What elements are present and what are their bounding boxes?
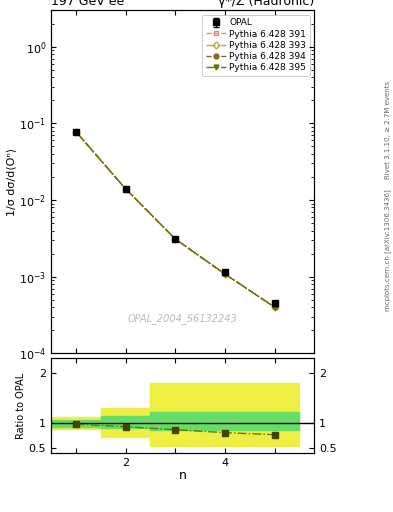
- Text: OPAL_2004_S6132243: OPAL_2004_S6132243: [128, 313, 238, 325]
- Pythia 6.428 391: [222, 271, 227, 277]
- Pythia 6.428 393: [123, 186, 128, 192]
- Text: 197 GeV ee: 197 GeV ee: [51, 0, 124, 8]
- Pythia 6.428 393: [272, 304, 277, 310]
- Pythia 6.428 395: [222, 271, 227, 277]
- Text: γ*/Z (Hadronic): γ*/Z (Hadronic): [218, 0, 314, 8]
- Pythia 6.428 393: [73, 129, 78, 135]
- Text: mcplots.cern.ch [arXiv:1306.3436]: mcplots.cern.ch [arXiv:1306.3436]: [384, 189, 391, 311]
- Pythia 6.428 391: [123, 186, 128, 192]
- Line: Pythia 6.428 393: Pythia 6.428 393: [73, 129, 277, 310]
- Y-axis label: 1/σ dσ/d⟨Oⁿ⟩: 1/σ dσ/d⟨Oⁿ⟩: [6, 147, 16, 216]
- Line: Pythia 6.428 395: Pythia 6.428 395: [73, 129, 277, 310]
- Pythia 6.428 391: [272, 304, 277, 310]
- Pythia 6.428 395: [173, 236, 178, 242]
- Text: Rivet 3.1.10, ≥ 2.7M events: Rivet 3.1.10, ≥ 2.7M events: [385, 81, 391, 179]
- Pythia 6.428 391: [73, 129, 78, 135]
- Pythia 6.428 395: [73, 129, 78, 135]
- Pythia 6.428 395: [123, 186, 128, 192]
- Pythia 6.428 394: [123, 186, 128, 192]
- Pythia 6.428 395: [272, 304, 277, 310]
- Y-axis label: Ratio to OPAL: Ratio to OPAL: [16, 373, 26, 439]
- Line: Pythia 6.428 391: Pythia 6.428 391: [73, 129, 277, 310]
- Pythia 6.428 393: [173, 236, 178, 242]
- Pythia 6.428 393: [222, 271, 227, 277]
- Pythia 6.428 394: [73, 129, 78, 135]
- Legend: OPAL, Pythia 6.428 391, Pythia 6.428 393, Pythia 6.428 394, Pythia 6.428 395: OPAL, Pythia 6.428 391, Pythia 6.428 393…: [202, 15, 310, 76]
- Line: Pythia 6.428 394: Pythia 6.428 394: [73, 129, 277, 310]
- Pythia 6.428 394: [222, 271, 227, 277]
- X-axis label: n: n: [179, 470, 187, 482]
- Pythia 6.428 394: [272, 304, 277, 310]
- Pythia 6.428 391: [173, 236, 178, 242]
- Pythia 6.428 394: [173, 236, 178, 242]
